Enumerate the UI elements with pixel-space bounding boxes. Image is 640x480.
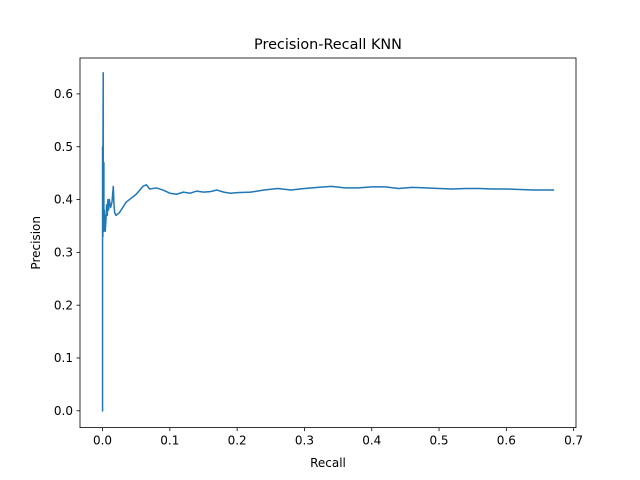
y-axis: 0.0 0.1 0.2 0.3 0.4 0.5 0.6	[54, 87, 80, 418]
x-tick-label: 0.5	[429, 434, 448, 448]
y-tick-label: 0.5	[54, 140, 73, 154]
x-tick-label: 0.3	[295, 434, 314, 448]
x-axis: 0.0 0.1 0.2 0.3 0.4 0.5 0.6 0.7	[93, 427, 583, 448]
x-axis-title: Recall	[310, 456, 346, 470]
x-tick-label: 0.6	[497, 434, 516, 448]
y-tick-label: 0.2	[54, 298, 73, 312]
y-tick-label: 0.0	[54, 404, 73, 418]
x-tick-label: 0.1	[160, 434, 179, 448]
chart-title: Precision-Recall KNN	[254, 37, 402, 53]
x-tick-label: 0.2	[228, 434, 247, 448]
y-tick-label: 0.1	[54, 351, 73, 365]
plot-area	[101, 72, 555, 412]
axes-frame	[79, 57, 577, 429]
series-line-0	[101, 72, 555, 412]
y-tick-label: 0.4	[54, 193, 73, 207]
y-tick-label: 0.6	[54, 87, 73, 101]
y-tick-label: 0.3	[54, 246, 73, 260]
y-axis-title: Precision	[29, 216, 43, 270]
x-tick-label: 0.7	[564, 434, 583, 448]
x-tick-label: 0.0	[93, 434, 112, 448]
x-tick-label: 0.4	[362, 434, 381, 448]
